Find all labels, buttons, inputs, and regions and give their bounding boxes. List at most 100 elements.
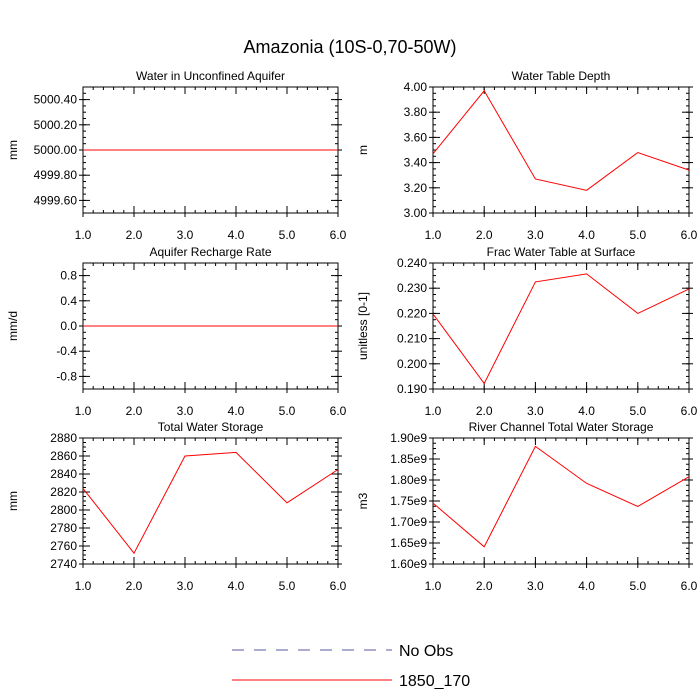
y-tick-label: 3.20 — [404, 181, 428, 195]
y-axis-label: m3 — [356, 492, 370, 509]
x-tick-label: 6.0 — [330, 404, 347, 418]
series-line-1850_170 — [432, 273, 690, 385]
plot-frame — [82, 437, 339, 565]
series-line-1850_170 — [82, 451, 339, 555]
legend-obs-label: No Obs — [399, 643, 453, 660]
panel-title: River Channel Total Water Storage — [469, 420, 654, 434]
x-tick-label: 5.0 — [279, 404, 296, 418]
chart-panels: Water in Unconfined Aquifer mm 4999.60 4999… — [6, 69, 698, 593]
y-axis-label: mm — [6, 491, 20, 511]
x-tick-label: 6.0 — [330, 228, 347, 242]
x-tick-label: 2.0 — [476, 579, 493, 593]
y-tick-label: 3.00 — [404, 206, 428, 220]
y-tick-label: 4.00 — [404, 80, 428, 94]
y-tick-label: 1.80e9 — [390, 473, 427, 487]
y-tick-label: 3.60 — [404, 130, 428, 144]
panel-title: Water in Unconfined Aquifer — [136, 69, 285, 83]
y-tick-label: 0.0 — [60, 319, 77, 333]
chart-panel-2: Water Table Depth m 3.00 3.20 3.40 3.60 3.80 4.… — [356, 69, 698, 242]
y-axis-label: mm/d — [6, 311, 20, 341]
plot-frame — [432, 437, 690, 565]
x-tick-label: 4.0 — [578, 228, 595, 242]
x-tick-label: 6.0 — [681, 579, 698, 593]
x-tick-label: 1.0 — [75, 579, 92, 593]
x-tick-label: 3.0 — [527, 228, 544, 242]
y-tick-label: 2820 — [50, 485, 77, 499]
x-tick-label: 5.0 — [279, 579, 296, 593]
legend: No Obs 1850_170 — [232, 643, 470, 690]
x-tick-label: 4.0 — [228, 228, 245, 242]
y-axis-label: unitless [0-1] — [356, 292, 370, 360]
panel-title: Total Water Storage — [158, 420, 264, 434]
y-tick-label: 2760 — [50, 539, 77, 553]
y-tick-label: 2740 — [50, 557, 77, 571]
x-tick-label: 1.0 — [425, 228, 442, 242]
y-tick-label: 2800 — [50, 503, 77, 517]
x-tick-label: 5.0 — [629, 228, 646, 242]
x-tick-label: 3.0 — [177, 228, 194, 242]
y-tick-label: 2780 — [50, 521, 77, 535]
y-tick-label: 5000.00 — [34, 143, 78, 157]
x-tick-label: 1.0 — [75, 228, 92, 242]
chart-panel-1: Water in Unconfined Aquifer mm 4999.60 4999… — [6, 69, 347, 242]
y-tick-label: 1.75e9 — [390, 494, 427, 508]
panel-title: Aquifer Recharge Rate — [149, 245, 271, 259]
figure-title: Amazonia (10S-0,70-50W) — [243, 37, 456, 57]
chart-panel-3: Aquifer Recharge Rate mm/d -0.8 -0.4 0.0 0.4 0… — [6, 245, 347, 418]
x-tick-label: 5.0 — [629, 579, 646, 593]
x-tick-label: 4.0 — [228, 579, 245, 593]
y-tick-label: 0.240 — [397, 256, 427, 270]
y-tick-label: 5000.20 — [34, 118, 78, 132]
chart-panel-5: Total Water Storage mm 2740 2760 2780 2800 282… — [6, 420, 347, 593]
y-tick-label: 0.220 — [397, 306, 427, 320]
y-tick-label: 2880 — [50, 431, 77, 445]
y-tick-label: 1.65e9 — [390, 536, 427, 550]
x-tick-label: 3.0 — [177, 579, 194, 593]
chart-panel-6: River Channel Total Water Storage m3 1.60e… — [356, 420, 698, 593]
y-tick-label: -0.8 — [56, 369, 77, 383]
y-tick-label: 4999.60 — [34, 193, 78, 207]
y-tick-label: 3.80 — [404, 105, 428, 119]
legend-series-label: 1850_170 — [399, 673, 470, 690]
x-tick-label: 6.0 — [681, 228, 698, 242]
y-tick-label: 5000.40 — [34, 93, 78, 107]
y-tick-label: 3.40 — [404, 156, 428, 170]
y-tick-label: 0.8 — [60, 269, 77, 283]
y-tick-label: 2860 — [50, 449, 77, 463]
x-tick-label: 3.0 — [177, 404, 194, 418]
y-axis-label: m — [356, 145, 370, 155]
y-tick-label: 1.85e9 — [390, 452, 427, 466]
x-tick-label: 6.0 — [681, 404, 698, 418]
y-tick-label: 1.70e9 — [390, 515, 427, 529]
x-tick-label: 6.0 — [330, 579, 347, 593]
x-tick-label: 5.0 — [629, 404, 646, 418]
y-tick-label: 0.230 — [397, 281, 427, 295]
x-tick-label: 2.0 — [126, 228, 143, 242]
y-tick-label: 0.200 — [397, 357, 427, 371]
panel-title: Frac Water Table at Surface — [487, 245, 636, 259]
x-tick-label: 3.0 — [527, 404, 544, 418]
x-tick-label: 3.0 — [527, 579, 544, 593]
y-tick-label: 1.60e9 — [390, 557, 427, 571]
x-tick-label: 4.0 — [578, 404, 595, 418]
x-tick-label: 1.0 — [425, 404, 442, 418]
x-tick-label: 2.0 — [476, 404, 493, 418]
y-tick-label: -0.4 — [56, 344, 77, 358]
x-tick-label: 4.0 — [228, 404, 245, 418]
x-tick-label: 5.0 — [279, 228, 296, 242]
panel-title: Water Table Depth — [512, 69, 611, 83]
x-tick-label: 1.0 — [425, 579, 442, 593]
plot-frame — [432, 262, 690, 390]
y-tick-label: 4999.80 — [34, 168, 78, 182]
x-tick-label: 4.0 — [578, 579, 595, 593]
x-tick-label: 2.0 — [126, 404, 143, 418]
x-tick-label: 2.0 — [476, 228, 493, 242]
y-axis-label: mm — [6, 140, 20, 160]
x-tick-label: 1.0 — [75, 404, 92, 418]
y-tick-label: 0.190 — [397, 382, 427, 396]
y-tick-label: 2840 — [50, 467, 77, 481]
y-tick-label: 0.4 — [60, 294, 77, 308]
y-tick-label: 0.210 — [397, 332, 427, 346]
series-line-1850_170 — [432, 445, 690, 548]
